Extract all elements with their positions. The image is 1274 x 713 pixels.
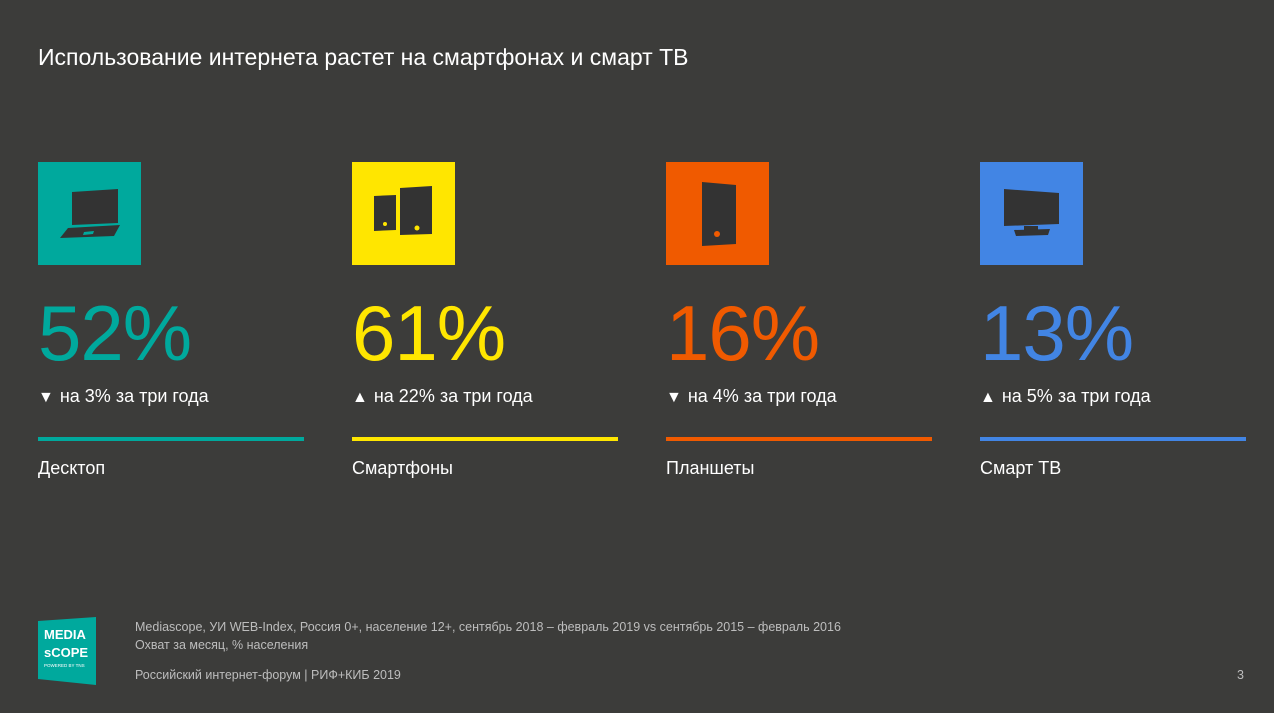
change-text: ▲ на 22% за три года [352,386,533,407]
divider-line [38,437,304,441]
change-label: на 5% за три года [1001,386,1151,406]
percent-value: 61% [352,289,506,377]
change-text: ▼ на 4% за три года [666,386,837,407]
arrow-up-icon: ▲ [980,389,996,406]
change-label: на 3% за три года [59,386,209,406]
percent-value: 16% [666,289,820,377]
smartphones-icon [352,162,455,265]
forum-footer: Российский интернет-форум | РИФ+КИБ 2019 [135,668,401,682]
divider-line [352,437,618,441]
slide-title: Использование интернета растет на смартф… [38,44,689,70]
svg-text:sCOPE: sCOPE [44,645,88,660]
stat-card-smart-tv: 13% ▲ на 5% за три года Смарт ТВ [980,162,1246,492]
change-text: ▲ на 5% за три года [980,386,1151,407]
change-label: на 22% за три года [373,386,533,406]
arrow-down-icon: ▼ [38,389,54,406]
percent-value: 52% [38,289,192,377]
source-note: Mediascope, УИ WEB-Index, Россия 0+, нас… [135,618,841,654]
tablet-icon [666,162,769,265]
change-label: на 4% за три года [687,386,837,406]
category-label: Смартфоны [352,458,453,478]
category-label: Десктоп [38,458,106,478]
source-line-1: Mediascope, УИ WEB-Index, Россия 0+, нас… [135,620,841,634]
percent-value: 13% [980,289,1134,377]
stat-card-desktop: 52% ▼ на 3% за три года Десктоп [38,162,304,492]
divider-line [980,437,1246,441]
divider-line [666,437,932,441]
stat-card-smartphones: 61% ▲ на 22% за три года Смартфоны [352,162,618,492]
category-label: Планшеты [666,458,755,478]
mediascope-logo: MEDIA sCOPE POWERED BY TNS [38,617,98,685]
change-text: ▼ на 3% за три года [38,386,209,407]
page-number: 3 [1237,668,1244,682]
svg-text:MEDIA: MEDIA [44,627,87,642]
arrow-up-icon: ▲ [352,389,368,406]
category-label: Смарт ТВ [980,458,1062,478]
source-line-2: Охват за месяц, % населения [135,638,309,652]
svg-text:POWERED BY TNS: POWERED BY TNS [44,663,85,668]
tv-icon [980,162,1083,265]
stat-card-tablets: 16% ▼ на 4% за три года Планшеты [666,162,932,492]
laptop-icon [38,162,141,265]
arrow-down-icon: ▼ [666,389,682,406]
